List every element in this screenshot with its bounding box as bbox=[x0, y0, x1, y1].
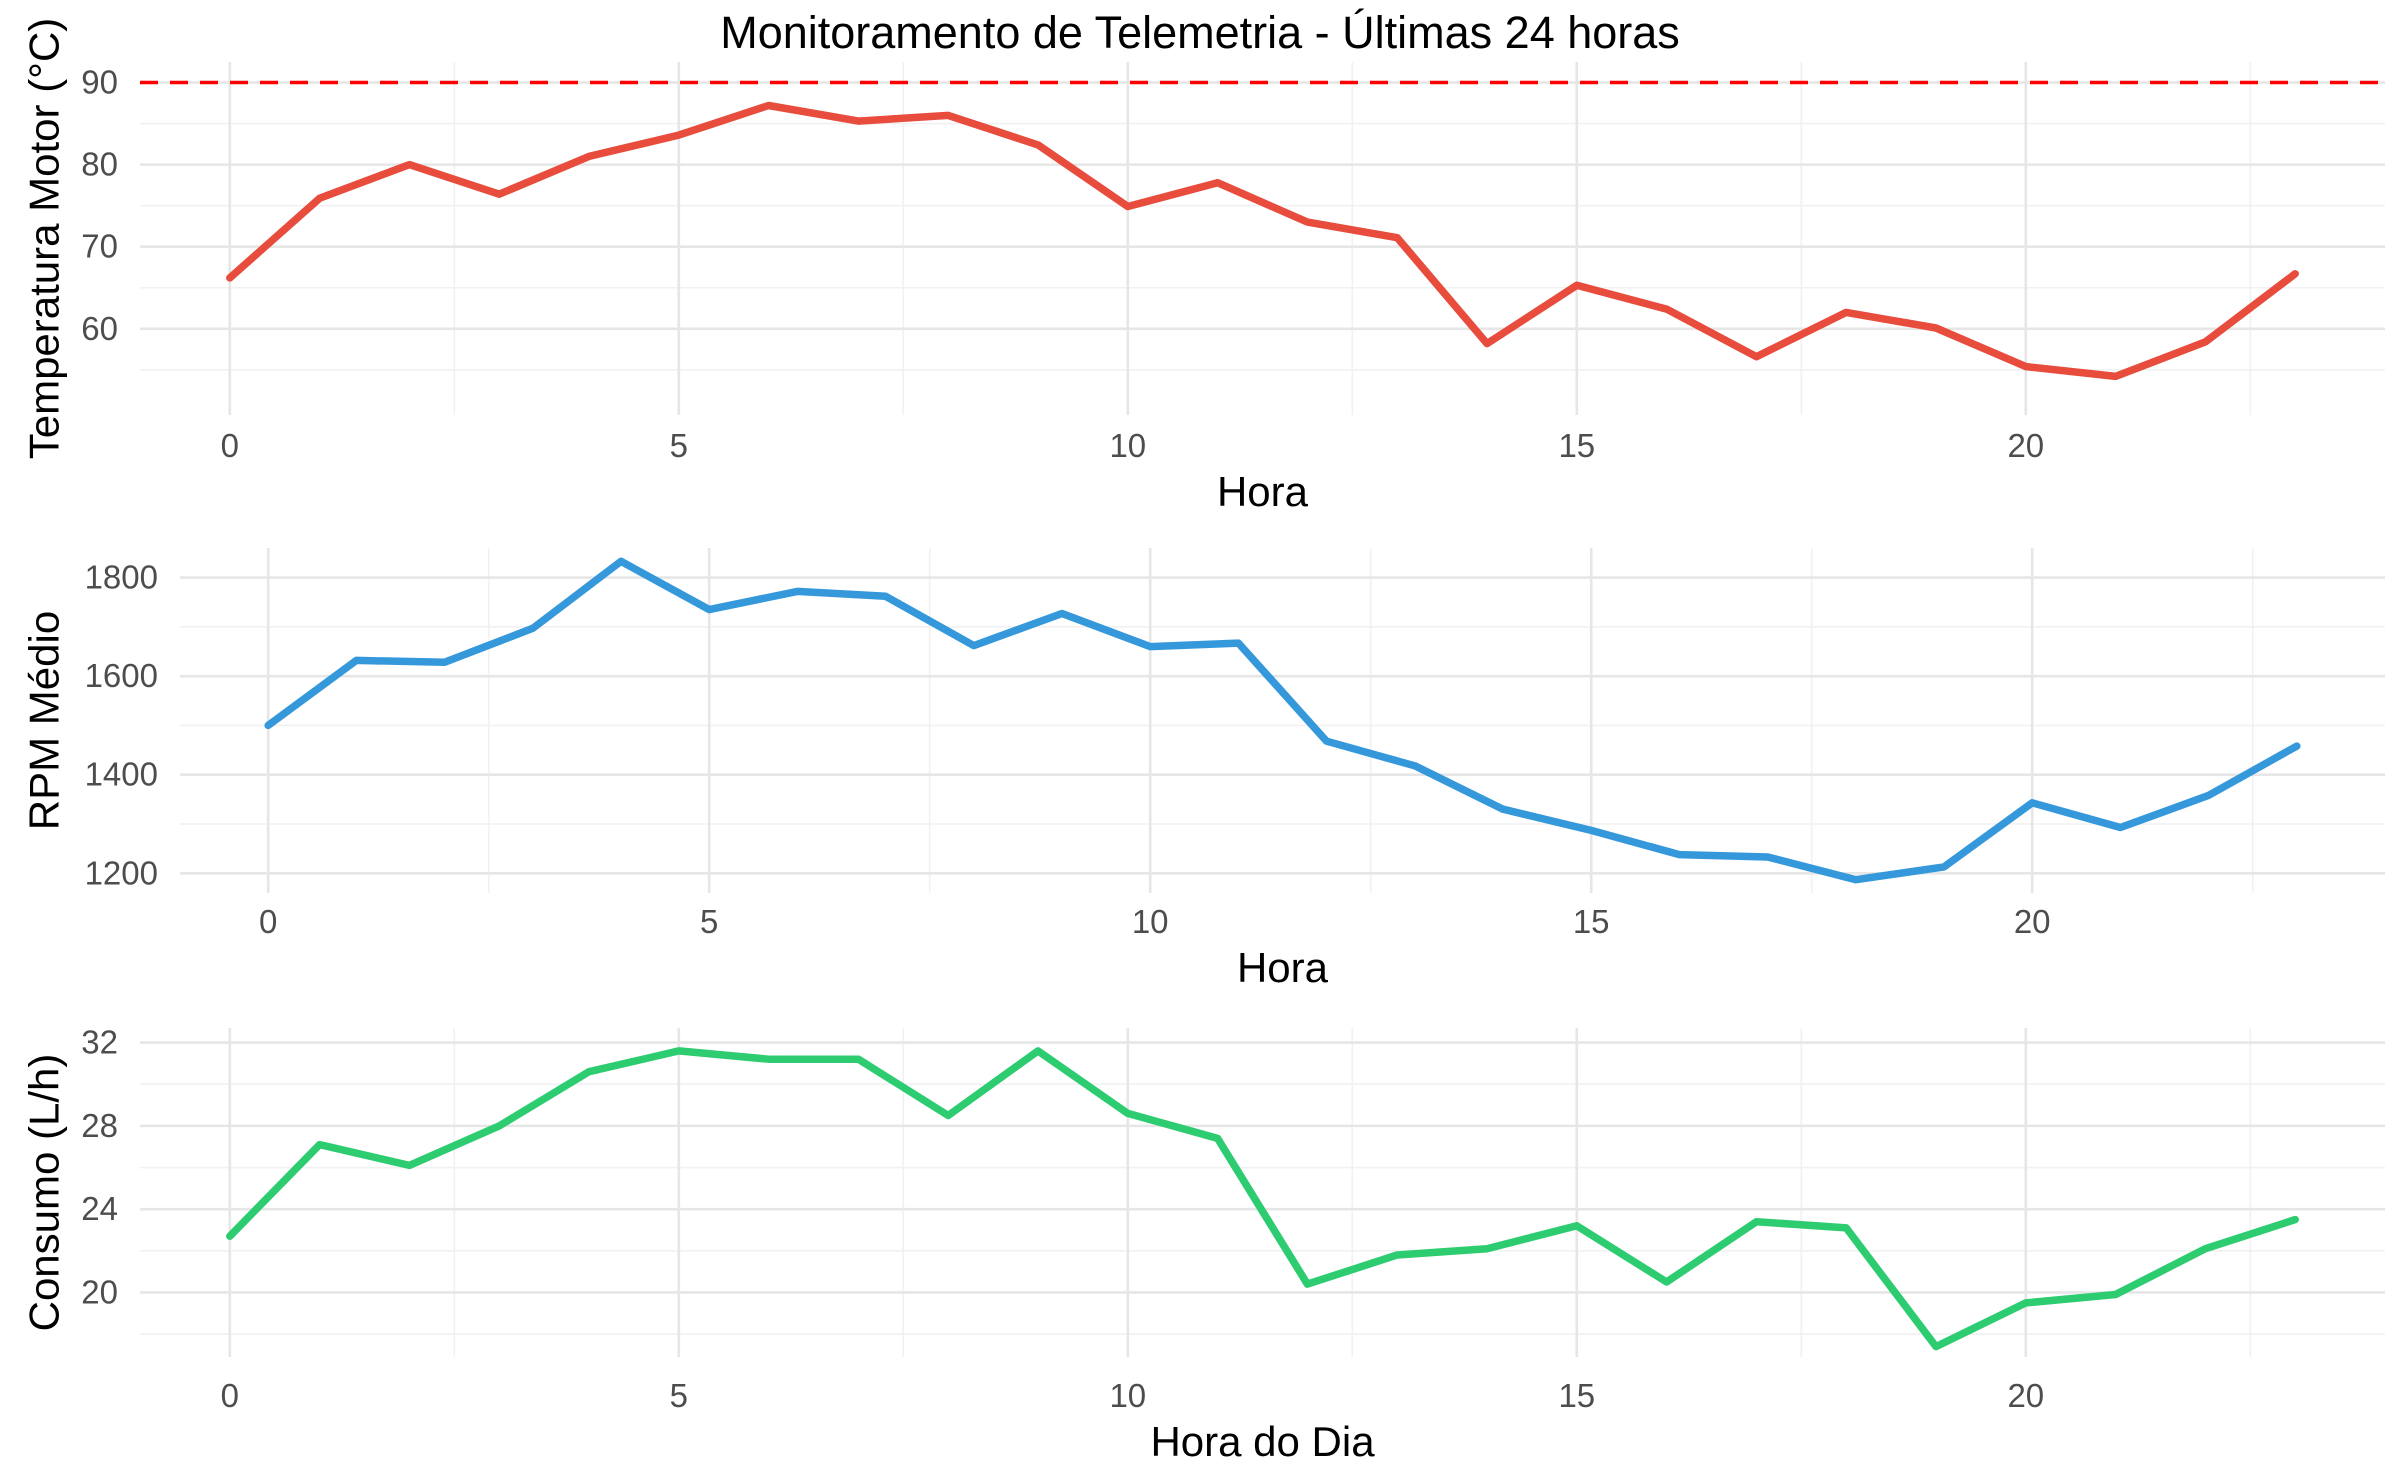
rpm-x-axis-title: Hora bbox=[1237, 944, 1329, 991]
rpm-gridlines bbox=[180, 548, 2385, 893]
rpm-x-tick-label: 20 bbox=[2014, 903, 2051, 940]
rpm-y-axis-title: RPM Médio bbox=[21, 611, 68, 830]
temperature-y-axis-title: Temperatura Motor (°C) bbox=[21, 18, 68, 460]
rpm-x-tick-label: 15 bbox=[1573, 903, 1610, 940]
fuel-gridlines bbox=[140, 1028, 2385, 1357]
fuel-x-tick-label: 10 bbox=[1109, 1377, 1146, 1414]
fuel-consumption-panel: 0 5 10 15 20 20 24 28 32 Hora do Dia Consumo (L/h) bbox=[21, 1024, 2385, 1465]
temperature-x-tick-label: 10 bbox=[1109, 427, 1146, 464]
temperature-x-tick-label: 0 bbox=[221, 427, 239, 464]
fuel-y-tick-label: 20 bbox=[81, 1273, 118, 1310]
rpm-x-tick-label: 10 bbox=[1132, 903, 1169, 940]
rpm-y-tick-label: 1400 bbox=[85, 756, 158, 793]
temperature-x-tick-label: 20 bbox=[2007, 427, 2044, 464]
fuel-x-tick-label: 15 bbox=[1558, 1377, 1595, 1414]
fuel-y-tick-label: 28 bbox=[81, 1107, 118, 1144]
temperature-y-tick-label: 80 bbox=[81, 146, 118, 183]
rpm-y-tick-label: 1200 bbox=[85, 854, 158, 891]
fuel-series-line bbox=[226, 1047, 2299, 1351]
rpm-series-line bbox=[264, 557, 2301, 884]
temperature-y-tick-label: 60 bbox=[81, 310, 118, 347]
temperature-x-tick-label: 5 bbox=[670, 427, 688, 464]
fuel-x-tick-label: 5 bbox=[670, 1377, 688, 1414]
temperature-y-tick-label: 90 bbox=[81, 64, 118, 101]
rpm-y-tick-label: 1600 bbox=[85, 657, 158, 694]
temperature-y-tick-label: 70 bbox=[81, 228, 118, 265]
fuel-x-tick-label: 20 bbox=[2007, 1377, 2044, 1414]
rpm-x-tick-label: 5 bbox=[700, 903, 718, 940]
rpm-x-tick-label: 0 bbox=[259, 903, 277, 940]
rpm-y-tick-label: 1800 bbox=[85, 559, 158, 596]
figure-title: Monitoramento de Telemetria - Últimas 24… bbox=[720, 7, 1680, 58]
temperature-panel: 0 5 10 15 20 60 70 80 90 Hora Temperatura Motor (°… bbox=[21, 18, 2385, 515]
fuel-x-axis-title: Hora do Dia bbox=[1150, 1418, 1375, 1465]
fuel-y-tick-label: 32 bbox=[81, 1024, 118, 1061]
fuel-x-tick-label: 0 bbox=[221, 1377, 239, 1414]
fuel-y-tick-label: 24 bbox=[81, 1190, 118, 1227]
temperature-gridlines bbox=[140, 62, 2385, 415]
temperature-x-tick-label: 15 bbox=[1558, 427, 1595, 464]
rpm-panel: 0 5 10 15 20 1200 1400 1600 1800 Hora RPM Médio bbox=[21, 548, 2385, 991]
temperature-x-axis-title: Hora bbox=[1217, 468, 1309, 515]
temperature-series-line bbox=[226, 101, 2299, 381]
fuel-y-axis-title: Consumo (L/h) bbox=[21, 1054, 68, 1332]
